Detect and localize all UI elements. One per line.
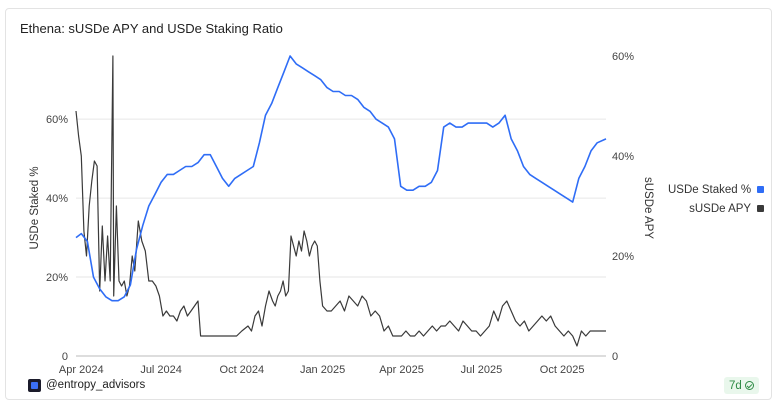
legend-label: sUSDe APY	[689, 202, 752, 215]
y-tick-left: 20%	[46, 272, 68, 284]
freshness-badge[interactable]: 7d	[724, 377, 759, 394]
legend-swatch	[757, 205, 765, 212]
series-line-susde-apy	[75, 55, 606, 347]
y-axis-left-label: USDe Staked %	[29, 166, 41, 249]
legend-swatch	[757, 186, 765, 193]
check-circle-icon	[744, 381, 754, 390]
y-tick-right: 20%	[612, 251, 634, 263]
x-tick-label: Jul 2025	[461, 364, 503, 376]
chart-card	[5, 8, 772, 400]
legend-item-apy[interactable]: sUSDe APY	[668, 199, 765, 218]
x-tick-label: Oct 2025	[540, 364, 585, 376]
author-handle[interactable]: @entropy_advisors	[46, 379, 146, 391]
x-tick-label: Apr 2025	[379, 364, 424, 376]
chart-title: Ethena: sUSDe APY and USDe Staking Ratio	[20, 21, 283, 36]
y-tick-right: 0	[612, 351, 618, 363]
x-tick-label: Oct 2024	[220, 364, 265, 376]
y-tick-left: 0	[62, 351, 68, 363]
y-axis-right-label: sUSDe APY	[642, 177, 654, 239]
legend-label: USDe Staked %	[668, 183, 752, 196]
y-tick-right: 40%	[612, 151, 634, 163]
chart-legend: USDe Staked % sUSDe APY	[668, 180, 765, 218]
x-tick-label: Apr 2024	[59, 364, 104, 376]
y-tick-left: 40%	[46, 193, 68, 205]
legend-item-staked[interactable]: USDe Staked %	[668, 180, 765, 199]
y-tick-left: 60%	[46, 114, 68, 126]
freshness-label: 7d	[729, 379, 742, 392]
series-line-usde-staked	[75, 55, 607, 302]
x-tick-label: Jul 2024	[140, 364, 182, 376]
logo-icon	[28, 379, 41, 392]
y-tick-right: 60%	[612, 51, 634, 63]
x-tick-label: Jan 2025	[300, 364, 345, 376]
